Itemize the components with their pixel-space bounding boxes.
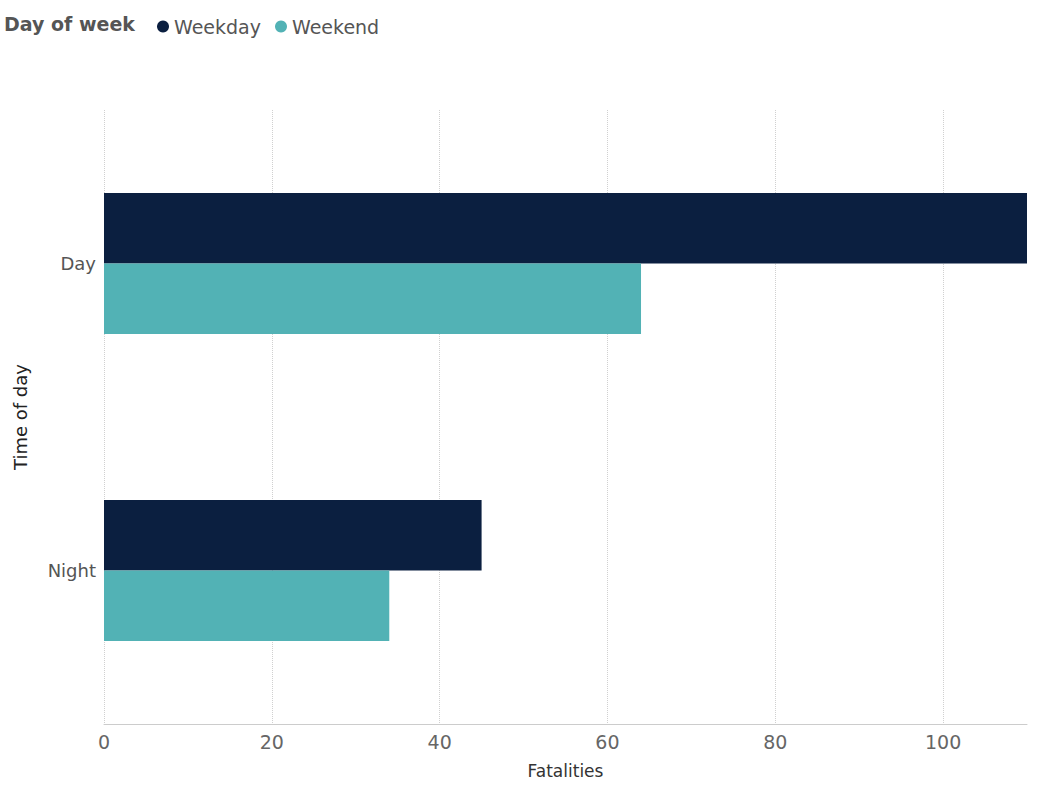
svg-text:60: 60 bbox=[595, 731, 619, 753]
svg-text:Night: Night bbox=[48, 560, 96, 581]
svg-text:Day: Day bbox=[60, 253, 96, 274]
svg-text:20: 20 bbox=[260, 731, 284, 753]
svg-text:Weekday: Weekday bbox=[174, 16, 261, 38]
svg-text:100: 100 bbox=[925, 731, 961, 753]
svg-text:Weekend: Weekend bbox=[292, 16, 379, 38]
svg-text:Fatalities: Fatalities bbox=[528, 761, 604, 781]
svg-text:80: 80 bbox=[763, 731, 787, 753]
svg-text:40: 40 bbox=[428, 731, 452, 753]
svg-text:0: 0 bbox=[98, 731, 110, 753]
svg-text:Day of week: Day of week bbox=[4, 13, 135, 35]
svg-text:Time of day: Time of day bbox=[10, 364, 31, 471]
